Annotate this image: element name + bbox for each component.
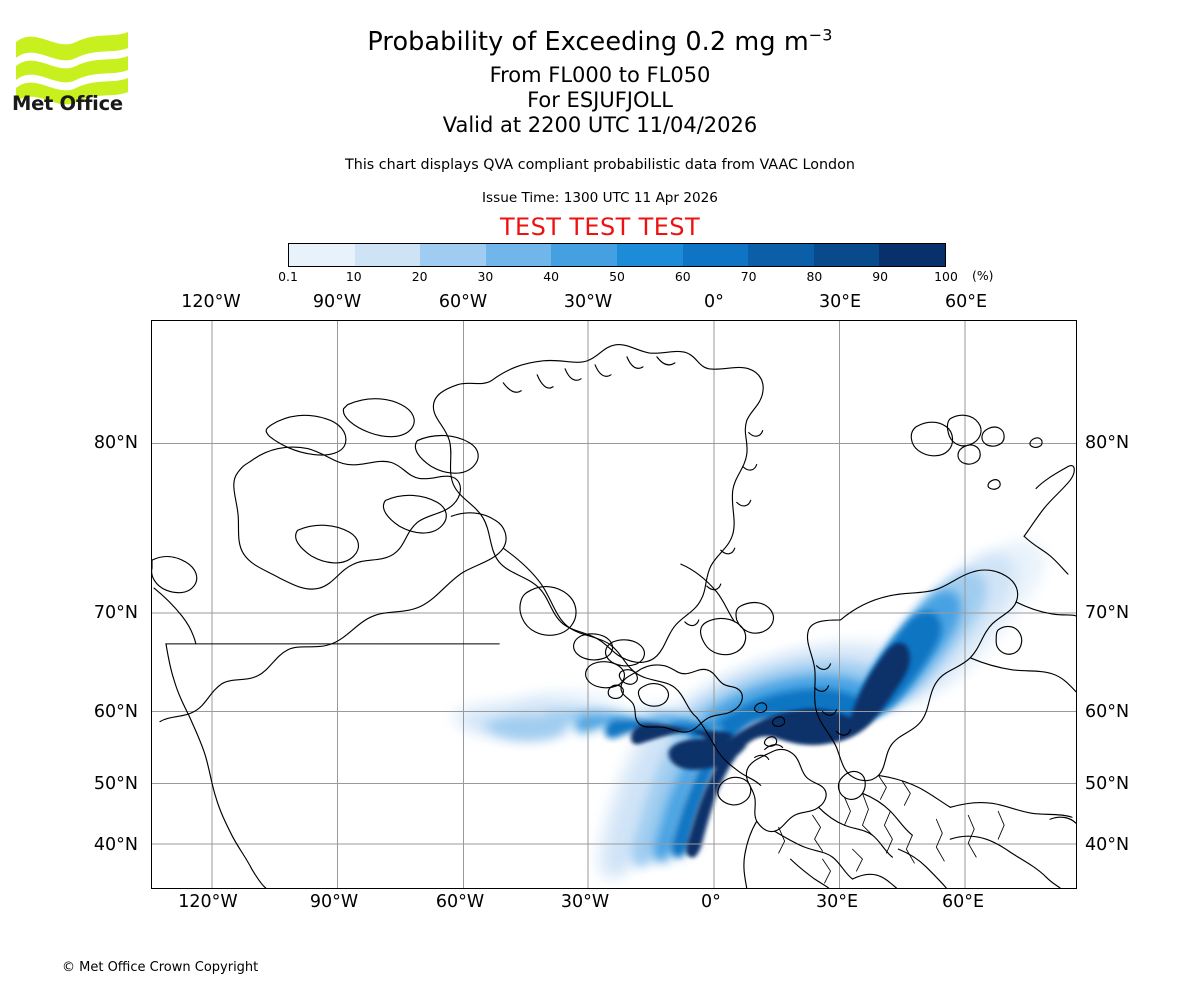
issue-time: Issue Time: 1300 UTC 11 Apr 2026 (482, 190, 718, 206)
lon-tick-top-0: 120°W (181, 292, 241, 312)
colorbar-tick-70: 70 (740, 269, 757, 284)
colorbar-bands (288, 243, 946, 267)
map-panel[interactable] (151, 320, 1077, 889)
flight-level-subtitle: From FL000 to FL050 (489, 63, 711, 87)
page-title-text: Probability of Exceeding 0.2 mg m (367, 27, 809, 57)
lon-tick-bottom-5: 30°E (815, 892, 859, 912)
met-office-logo (16, 32, 128, 105)
lon-tick-top-3: 30°W (563, 292, 613, 312)
lat-tick-right-1: 70°N (1085, 603, 1130, 623)
colorbar-tick-labels: 0.1 10 20 30 40 50 60 70 80 90 100 (248, 268, 986, 286)
colorbar-band-5 (616, 244, 683, 266)
colorbar-unit-label: (%) (972, 268, 994, 283)
volcano-subtitle: For ESJUFJOLL (527, 88, 673, 112)
colorbar-tick-100: 100 (934, 269, 958, 284)
colorbar-tick-80: 80 (806, 269, 823, 284)
lat-tick-right-3: 50°N (1085, 774, 1130, 794)
colorbar-band-2 (420, 244, 486, 266)
page-title: Probability of Exceeding 0.2 mg m−3 (0, 27, 1200, 57)
copyright-notice: © Met Office Crown Copyright (62, 960, 259, 975)
valid-time-subtitle: Valid at 2200 UTC 11/04/2026 (442, 113, 758, 137)
lon-tick-bottom-6: 60°E (941, 892, 985, 912)
colorbar-tick-40: 40 (543, 269, 560, 284)
coastlines (152, 344, 1076, 888)
lon-tick-bottom-1: 90°W (309, 892, 359, 912)
lat-tick-left-2: 60°N (93, 702, 138, 722)
lat-tick-left-3: 50°N (93, 774, 138, 794)
lon-tick-top-5: 30°E (818, 292, 862, 312)
lon-tick-top-6: 60°E (944, 292, 988, 312)
colorbar-tick-50: 50 (609, 269, 625, 284)
ash-plume-overlay (451, 539, 1045, 880)
colorbar: 0.1 10 20 30 40 50 60 70 80 90 100 (278, 243, 958, 284)
map-gridlines (152, 321, 1076, 888)
colorbar-band-7 (748, 244, 814, 266)
met-office-wordmark: Met Office (12, 92, 123, 115)
lat-tick-right-0: 80°N (1085, 433, 1130, 453)
lat-tick-left-1: 70°N (93, 603, 138, 623)
colorbar-band-4 (551, 244, 617, 266)
colorbar-band-1 (354, 244, 421, 266)
page-title-exponent: −3 (808, 25, 833, 45)
colorbar-band-9 (879, 244, 945, 266)
lat-tick-right-2: 60°N (1085, 702, 1130, 722)
lon-tick-bottom-0: 120°W (178, 892, 238, 912)
colorbar-tick-0-1: 0.1 (278, 269, 298, 284)
colorbar-tick-60: 60 (674, 269, 691, 284)
colorbar-band-3 (485, 244, 552, 266)
lon-tick-bottom-2: 60°W (435, 892, 485, 912)
lon-tick-bottom-3: 30°W (560, 892, 610, 912)
lat-tick-left-4: 40°N (93, 835, 138, 855)
logo-waves-icon (16, 32, 128, 105)
lat-tick-left-0: 80°N (93, 433, 138, 453)
colorbar-tick-90: 90 (872, 269, 889, 284)
qva-note: This chart displays QVA compliant probab… (345, 157, 855, 173)
lon-tick-top-4: 0° (704, 292, 724, 312)
lon-tick-bottom-4: 0° (701, 892, 721, 912)
colorbar-tick-30: 30 (477, 269, 494, 284)
colorbar-tick-20: 20 (411, 269, 428, 284)
test-banner: TEST TEST TEST (499, 213, 700, 241)
map-canvas (152, 321, 1076, 888)
colorbar-tick-10: 10 (345, 269, 362, 284)
lon-tick-top-1: 90°W (312, 292, 362, 312)
lon-tick-top-2: 60°W (438, 292, 488, 312)
lat-tick-right-4: 40°N (1085, 835, 1130, 855)
colorbar-band-8 (813, 244, 880, 266)
colorbar-band-6 (682, 244, 749, 266)
colorbar-band-0 (289, 244, 355, 266)
